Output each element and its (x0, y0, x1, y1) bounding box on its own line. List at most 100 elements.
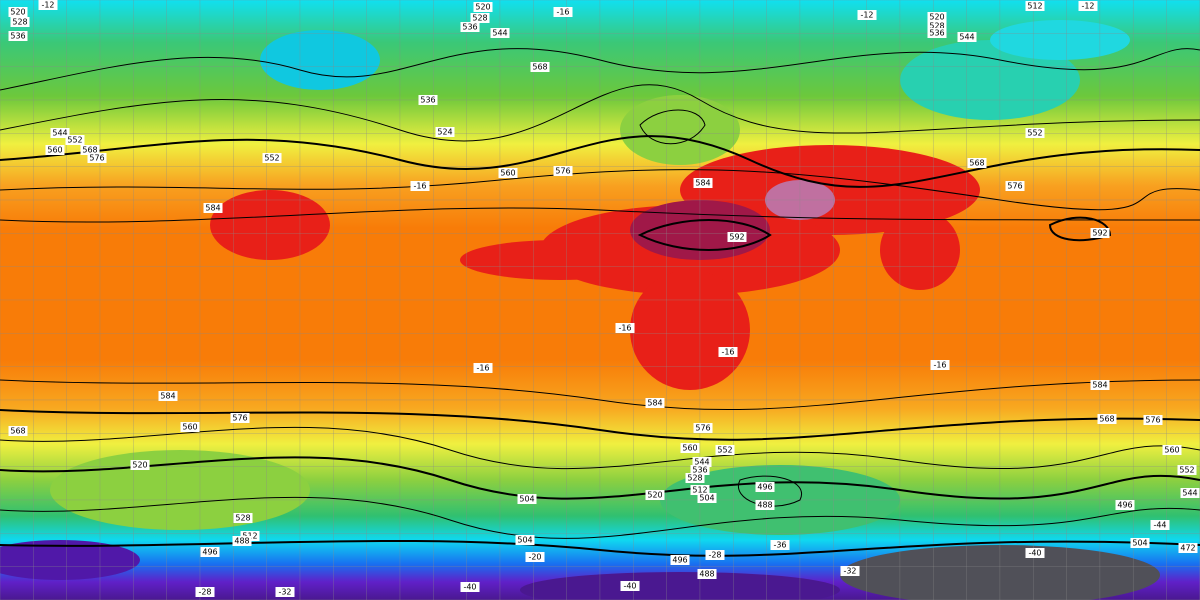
height-label: 568 (969, 159, 984, 168)
temperature-label: -12 (860, 11, 873, 20)
temperature-label: -32 (843, 567, 856, 576)
label-box (498, 168, 518, 178)
label-box (233, 513, 253, 523)
height-label: 488 (234, 537, 249, 546)
label-box (1078, 1, 1098, 11)
label-box (645, 398, 665, 408)
label-box (770, 540, 790, 550)
label-box (50, 128, 70, 138)
height-label: 544 (52, 129, 67, 138)
temperature-label: -32 (278, 588, 291, 597)
label-box (857, 10, 877, 20)
height-label: 512 (1027, 2, 1042, 11)
height-label: 544 (694, 458, 709, 467)
temperature-label: -36 (773, 541, 786, 550)
label-box (490, 28, 510, 38)
label-box (230, 413, 250, 423)
height-label: 496 (202, 548, 217, 557)
label-box (1178, 543, 1198, 553)
height-label: 528 (472, 14, 487, 23)
label-box (1090, 380, 1110, 390)
label-box (1097, 414, 1117, 424)
label-box (693, 423, 713, 433)
height-label: 576 (555, 167, 570, 176)
height-label: 576 (1145, 416, 1160, 425)
height-label: 536 (929, 29, 944, 38)
height-label: 528 (235, 514, 250, 523)
label-box (262, 153, 282, 163)
height-label: 568 (82, 146, 97, 155)
height-label: 520 (647, 491, 662, 500)
height-label: 584 (205, 204, 220, 213)
height-label: 536 (10, 32, 25, 41)
height-label: 496 (757, 483, 772, 492)
height-label: 560 (47, 146, 62, 155)
height-label: 584 (695, 179, 710, 188)
label-box (45, 145, 65, 155)
label-box (8, 426, 28, 436)
label-box (1180, 488, 1200, 498)
temperature-label: -28 (708, 551, 721, 560)
height-label: 524 (437, 128, 452, 137)
height-label: 560 (682, 444, 697, 453)
label-box (692, 457, 712, 467)
label-box (418, 95, 438, 105)
height-label: 544 (1182, 489, 1197, 498)
height-label: 552 (1179, 466, 1194, 475)
height-label: 536 (462, 23, 477, 32)
height-label: 552 (264, 154, 279, 163)
label-box (705, 550, 725, 560)
temperature-label: -40 (623, 582, 636, 591)
height-label: 504 (1132, 539, 1147, 548)
label-box (645, 490, 665, 500)
temperature-label: -12 (41, 1, 54, 10)
temperature-label: -16 (721, 348, 734, 357)
label-box (473, 363, 493, 373)
label-box (410, 181, 430, 191)
label-box (180, 422, 200, 432)
height-label: 528 (12, 18, 27, 27)
height-label: 584 (160, 392, 175, 401)
label-box (620, 581, 640, 591)
label-box (1162, 445, 1182, 455)
height-label: 496 (1117, 501, 1132, 510)
label-box (130, 460, 150, 470)
label-box (1025, 128, 1045, 138)
label-box (690, 465, 710, 475)
height-label: 472 (1180, 544, 1195, 553)
height-label: 504 (519, 495, 534, 504)
height-label: 536 (420, 96, 435, 105)
height-label: 528 (687, 474, 702, 483)
label-box (840, 566, 860, 576)
height-label: 592 (1092, 229, 1107, 238)
label-box (690, 485, 710, 495)
height-label: 520 (475, 3, 490, 12)
label-box (203, 203, 223, 213)
height-label: 504 (517, 536, 532, 545)
temperature-label: -28 (198, 588, 211, 597)
label-box (515, 535, 535, 545)
height-label: 512 (692, 486, 707, 495)
temperature-label: -16 (413, 182, 426, 191)
height-label: 576 (232, 414, 247, 423)
height-label: 520 (10, 8, 25, 17)
height-label: 504 (699, 494, 714, 503)
height-label: 536 (692, 466, 707, 475)
contour-labels: 5205285365205285365445685365245525445525… (8, 0, 1200, 597)
label-box (755, 500, 775, 510)
label-box (8, 31, 28, 41)
label-box (10, 17, 30, 27)
height-label: 584 (1092, 381, 1107, 390)
label-box (553, 7, 573, 17)
label-box (473, 2, 493, 12)
label-box (87, 153, 107, 163)
height-label: 488 (699, 570, 714, 579)
label-box (525, 552, 545, 562)
height-label: 552 (67, 136, 82, 145)
label-box (685, 473, 705, 483)
temperature-label: -20 (528, 553, 541, 562)
label-box (718, 347, 738, 357)
label-box (697, 493, 717, 503)
label-box (553, 166, 573, 176)
